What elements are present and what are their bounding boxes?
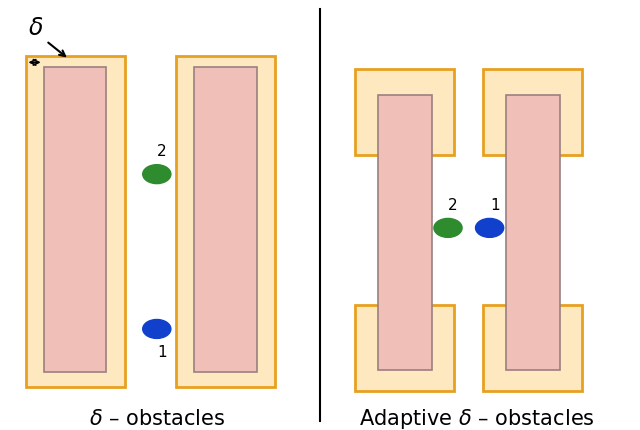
- Bar: [26, 56, 125, 387]
- Text: 2: 2: [157, 144, 167, 159]
- Text: 1: 1: [157, 345, 167, 360]
- Bar: [194, 67, 257, 372]
- Text: 1: 1: [490, 198, 500, 213]
- Bar: [176, 56, 275, 387]
- Bar: [355, 305, 454, 391]
- Circle shape: [434, 218, 462, 237]
- Text: $\delta$ – obstacles: $\delta$ – obstacles: [88, 409, 225, 429]
- Circle shape: [143, 165, 171, 184]
- Text: 2: 2: [448, 198, 458, 213]
- Bar: [378, 95, 432, 370]
- Bar: [44, 67, 106, 372]
- Bar: [506, 95, 560, 370]
- Text: $\delta$: $\delta$: [28, 16, 43, 40]
- Text: Adaptive $\delta$ – obstacles: Adaptive $\delta$ – obstacles: [359, 407, 595, 430]
- Bar: [483, 69, 582, 155]
- Circle shape: [143, 319, 171, 338]
- Bar: [483, 305, 582, 391]
- Bar: [355, 69, 454, 155]
- Circle shape: [476, 218, 504, 237]
